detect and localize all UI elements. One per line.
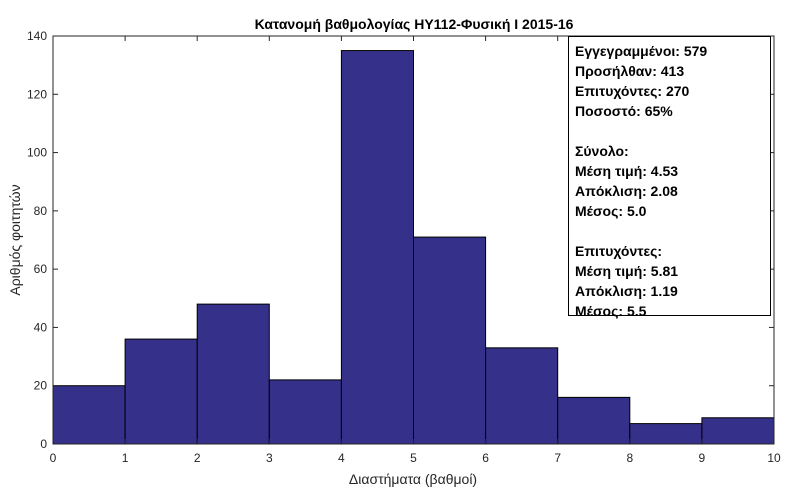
x-tick-label: 2 xyxy=(194,451,201,465)
y-tick-label: 140 xyxy=(27,29,47,43)
x-tick-label: 4 xyxy=(338,451,345,465)
histogram-bar xyxy=(485,347,559,445)
histogram-bar xyxy=(701,417,775,445)
stats-line: Ποσοστό: 65% xyxy=(575,103,673,119)
histogram-bar xyxy=(629,423,703,445)
x-tick-label: 6 xyxy=(482,451,489,465)
histogram-bar xyxy=(196,303,270,445)
stats-line: Μέση τιμή: 5.81 xyxy=(575,263,679,279)
stats-annotation-box: Εγγεγραμμένοι: 579 Προσήλθαν: 413 Επιτυχ… xyxy=(568,36,771,319)
x-tick-label: 8 xyxy=(626,451,633,465)
stats-line: Μέση τιμή: 4.53 xyxy=(575,163,679,179)
y-tick-label: 0 xyxy=(40,437,47,451)
stats-line: Απόκλιση: 1.19 xyxy=(575,283,678,299)
x-tick-label: 0 xyxy=(50,451,57,465)
stats-line xyxy=(575,121,770,141)
x-tick-label: 10 xyxy=(767,451,781,465)
stats-line: Εγγεγραμμένοι: 579 xyxy=(575,43,708,59)
y-tick-label: 40 xyxy=(34,320,48,334)
x-tick-label: 1 xyxy=(122,451,129,465)
y-tick-label: 60 xyxy=(34,262,48,276)
y-tick-label: 100 xyxy=(27,146,47,160)
stats-line: Επιτυχόντες: 270 xyxy=(575,83,690,99)
histogram-bar xyxy=(268,379,342,445)
y-tick-label: 80 xyxy=(34,204,48,218)
stats-line: Σύνολο: xyxy=(575,143,629,159)
bars-layer xyxy=(52,50,775,445)
histogram-bar xyxy=(557,396,631,445)
stats-line xyxy=(575,221,770,241)
histogram-bar xyxy=(340,50,414,445)
y-tick-label: 120 xyxy=(27,87,47,101)
x-axis-label: Διαστήματα (βαθμοί) xyxy=(349,471,477,487)
stats-line: Μέσος: 5.5 xyxy=(575,303,647,319)
histogram-bar xyxy=(52,385,126,445)
x-tick-label: 9 xyxy=(699,451,706,465)
chart-title: Κατανομή βαθμολογίας ΗΥ112-Φυσική Ι 2015… xyxy=(255,16,574,32)
stats-line: Απόκλιση: 2.08 xyxy=(575,183,678,199)
stats-line: Προσήλθαν: 413 xyxy=(575,63,685,79)
stats-line: Επιτυχόντες: xyxy=(575,243,663,259)
stats-line: Μέσος: 5.0 xyxy=(575,203,647,219)
y-tick-label: 20 xyxy=(34,379,48,393)
y-axis-label: Αριθμός φοιτητών xyxy=(7,184,23,295)
x-tick-label: 7 xyxy=(554,451,561,465)
histogram-bar xyxy=(413,236,487,445)
histogram-bar xyxy=(124,338,198,445)
x-tick-label: 3 xyxy=(266,451,273,465)
x-tick-label: 5 xyxy=(410,451,417,465)
